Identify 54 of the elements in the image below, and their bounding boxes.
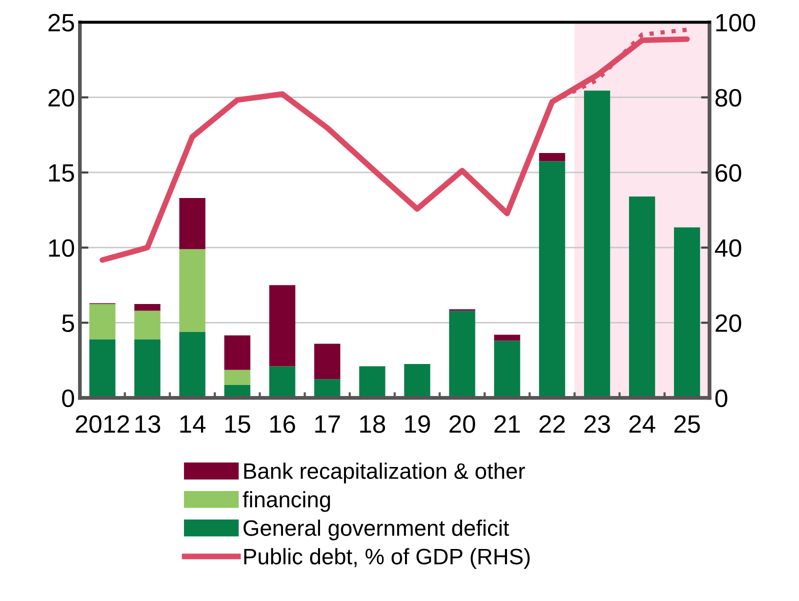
x-tick-label: 23: [584, 415, 610, 433]
x-tick-label: 21: [494, 415, 520, 433]
legend-label: Public debt, % of GDP (RHS): [244, 548, 530, 569]
legend-label: financing: [242, 491, 330, 512]
x-tick-label: 25: [674, 415, 700, 433]
bar: [134, 304, 160, 311]
bar: [89, 304, 116, 340]
x-tick-label: 14: [180, 415, 206, 433]
legend-label: General government deficit: [244, 520, 510, 540]
bar: [359, 366, 386, 398]
y-tick-label: 5: [62, 314, 74, 332]
legend-label: Bank recapitalization & other: [244, 462, 525, 484]
bar: [269, 366, 296, 398]
y2-tick-label: 0: [715, 389, 728, 408]
bar: [89, 339, 116, 398]
x-tick-label: 15: [225, 415, 250, 433]
bar: [269, 285, 296, 366]
y2-tick-label: 80: [715, 88, 742, 107]
x-tick-label: 2012: [76, 415, 129, 433]
y-tick-label: 10: [49, 239, 74, 257]
bar: [134, 339, 160, 398]
y2-tick-label: 40: [714, 239, 742, 257]
bar: [134, 310, 160, 340]
y-tick-label: 25: [48, 14, 74, 32]
x-tick-label: 13: [135, 415, 160, 433]
bar: [179, 198, 206, 250]
x-tick-label: 18: [360, 415, 386, 433]
bar: [629, 196, 656, 398]
bar: [674, 227, 700, 398]
bar: [314, 379, 340, 398]
y2-tick-label: 60: [716, 164, 742, 182]
bar: [179, 332, 206, 398]
bar: [404, 364, 430, 398]
x-tick-label: 17: [315, 415, 340, 433]
x-tick-label: 19: [405, 415, 430, 433]
x-tick-label: 20: [450, 415, 476, 433]
bar: [179, 249, 206, 332]
bar: [584, 90, 610, 398]
y-tick-label: 0: [62, 389, 74, 408]
x-tick-label: 24: [629, 415, 656, 433]
y-tick-label: 15: [49, 164, 74, 182]
bar: [494, 334, 520, 341]
bar: [224, 370, 250, 385]
y-tick-label: 20: [48, 88, 74, 107]
bar: [539, 152, 566, 162]
y2-tick-label: 20: [716, 314, 742, 332]
bar: [494, 340, 520, 398]
bar: [314, 344, 340, 380]
bar: [449, 310, 476, 398]
y2-tick-label: 100: [716, 14, 756, 32]
bar: [224, 335, 250, 370]
x-tick-label: 22: [539, 415, 565, 433]
x-tick-label: 16: [270, 415, 296, 433]
bar: [539, 161, 566, 398]
